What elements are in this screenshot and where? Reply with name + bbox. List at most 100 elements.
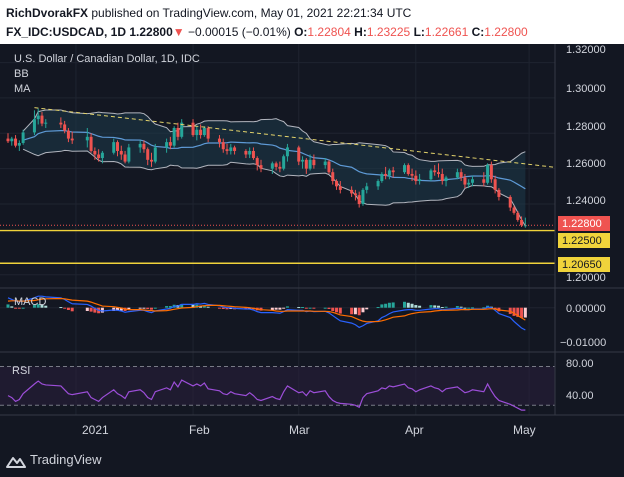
candle[interactable] [221,142,225,150]
candle[interactable] [172,127,176,146]
candle[interactable] [497,189,501,197]
candle[interactable] [248,150,252,155]
candle[interactable] [440,173,444,182]
candle[interactable] [486,165,490,183]
candle[interactable] [85,136,89,141]
candle[interactable] [489,165,493,180]
candle[interactable] [36,115,40,120]
candle[interactable] [165,142,169,148]
chart-canvas[interactable]: U.S. Dollar / Canadian Dollar, 1D, IDC B… [0,44,624,444]
candle[interactable] [455,172,459,178]
candle[interactable] [520,219,524,226]
candle[interactable] [44,122,48,124]
candle[interactable] [180,122,184,137]
candle[interactable] [414,175,418,182]
candle[interactable] [350,189,354,194]
candle[interactable] [97,154,101,159]
rsi-label[interactable]: RSI [12,365,30,377]
rsi-pane[interactable] [0,366,555,411]
candle[interactable] [274,163,278,167]
candle[interactable] [297,147,301,162]
macd-pane[interactable] [0,295,555,331]
candle[interactable] [331,172,335,182]
candle[interactable] [463,177,467,185]
candle[interactable] [335,181,339,187]
candle[interactable] [508,196,512,208]
candle[interactable] [301,159,305,162]
candle[interactable] [436,172,440,174]
candle[interactable] [70,138,74,141]
candle[interactable] [123,154,127,162]
candle[interactable] [195,129,199,136]
candle[interactable] [470,179,474,183]
candle[interactable] [353,193,357,196]
candle[interactable] [199,129,203,136]
candle[interactable] [168,142,172,146]
candle[interactable] [278,166,282,169]
candle[interactable] [138,143,142,148]
candle[interactable] [21,132,25,144]
candle[interactable] [327,161,331,173]
candle[interactable] [127,147,131,162]
tradingview-brand[interactable]: TradingView [30,452,102,467]
bb-legend-label[interactable]: BB [14,68,29,80]
candle[interactable] [433,170,437,173]
candle[interactable] [206,127,210,139]
candle[interactable] [233,147,237,151]
candle[interactable] [100,152,104,159]
candle[interactable] [142,143,146,150]
macd-label[interactable]: MACD [14,296,46,308]
candle[interactable] [259,165,263,169]
ma-legend-label[interactable]: MA [14,83,31,95]
candle[interactable] [112,142,116,153]
candle[interactable] [119,150,123,155]
candle[interactable] [516,212,520,220]
candle[interactable] [365,186,369,190]
candle[interactable] [357,195,361,205]
candle[interactable] [63,124,67,131]
candle[interactable] [410,173,414,176]
candle[interactable] [270,163,274,169]
candle[interactable] [308,159,312,169]
candle[interactable] [429,170,433,180]
candle[interactable] [406,165,410,174]
candle[interactable] [176,127,180,137]
candle[interactable] [32,119,36,133]
candle[interactable] [403,165,407,173]
candle[interactable] [391,170,395,173]
candle[interactable] [512,207,516,213]
candle[interactable] [251,150,255,159]
candle[interactable] [93,150,97,155]
candle[interactable] [467,182,471,185]
candle[interactable] [229,147,233,151]
candle[interactable] [255,158,259,166]
candle[interactable] [387,170,391,176]
candle[interactable] [338,186,342,190]
candle[interactable] [285,147,289,157]
candle[interactable] [17,143,21,146]
candle[interactable] [202,127,206,136]
candle[interactable] [418,179,422,182]
candle[interactable] [244,150,248,155]
author-name[interactable]: RichDvorakFX [6,6,89,20]
candle[interactable] [66,130,70,139]
candle[interactable] [312,159,316,166]
candle[interactable] [217,138,221,143]
candle[interactable] [6,138,10,142]
candle[interactable] [89,136,93,151]
trendline[interactable] [34,107,557,168]
candle[interactable] [116,142,120,151]
candle[interactable] [384,173,388,176]
candle[interactable] [361,189,365,205]
candle[interactable] [459,172,463,178]
candle[interactable] [323,161,327,166]
candle[interactable] [59,122,63,125]
candle[interactable] [191,122,195,136]
candle[interactable] [40,115,44,124]
candle[interactable] [493,179,497,190]
candle[interactable] [146,149,150,160]
candle[interactable] [149,159,153,162]
candle[interactable] [482,179,486,183]
tradingview-logo-icon[interactable] [6,453,26,469]
candle[interactable] [304,159,308,169]
